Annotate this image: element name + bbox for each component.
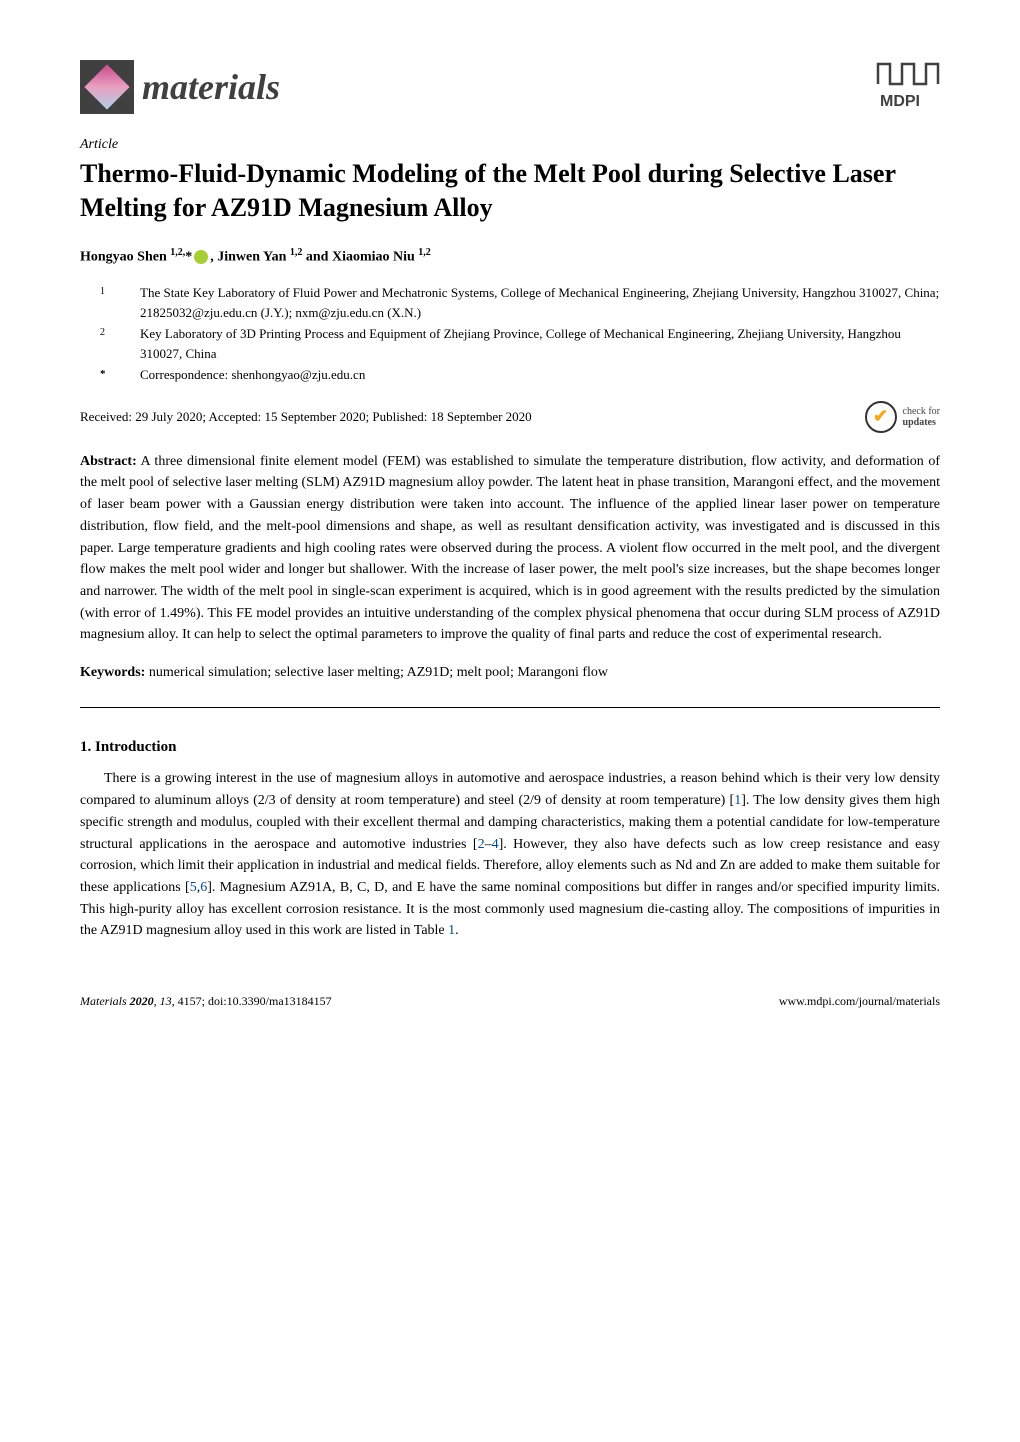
- affiliation-number: 2: [100, 327, 105, 338]
- authors-line: Hongyao Shen 1,2,*, Jinwen Yan 1,2 and X…: [80, 245, 940, 268]
- section-heading-introduction: 1. Introduction: [80, 736, 940, 759]
- affiliations-block: 1 The State Key Laboratory of Fluid Powe…: [80, 283, 940, 385]
- para-text: .: [455, 923, 459, 938]
- correspondence-text: Correspondence: shenhongyao@zju.edu.cn: [140, 365, 940, 385]
- abstract-text: A three dimensional finite element model…: [80, 454, 940, 643]
- affiliation-text: Key Laboratory of 3D Printing Process an…: [140, 324, 940, 363]
- footer-citation: Materials 2020, 13, 4157; doi:10.3390/ma…: [80, 992, 332, 1010]
- journal-logo: materials: [80, 60, 280, 114]
- citation-link[interactable]: 5: [190, 880, 197, 895]
- page-footer: Materials 2020, 13, 4157; doi:10.3390/ma…: [80, 992, 940, 1010]
- author-1-name: Hongyao Shen: [80, 249, 170, 264]
- author-2-name: Jinwen Yan: [217, 249, 290, 264]
- affiliation-number: 1: [100, 286, 105, 297]
- check-updates-checkmark-icon: [865, 401, 897, 433]
- check-for-updates-badge[interactable]: check for updates: [865, 401, 940, 433]
- article-title: Thermo-Fluid-Dynamic Modeling of the Mel…: [80, 157, 940, 225]
- affiliation-row: 2 Key Laboratory of 3D Printing Process …: [100, 324, 940, 363]
- affiliation-text: The State Key Laboratory of Fluid Power …: [140, 283, 940, 322]
- author-2-affil-sup: 1,2: [290, 247, 303, 258]
- article-type: Article: [80, 134, 940, 155]
- author-1-corresponding-star: *: [185, 249, 192, 264]
- check-updates-text: check for updates: [903, 406, 940, 428]
- journal-logo-mark: [80, 60, 134, 114]
- citation-link[interactable]: 2: [478, 837, 485, 852]
- footer-article-doi: , 4157; doi:10.3390/ma13184157: [172, 994, 332, 1008]
- abstract-block: Abstract: A three dimensional finite ele…: [80, 451, 940, 646]
- section-divider: [80, 707, 940, 708]
- journal-logo-diamond-icon: [84, 64, 129, 109]
- orcid-icon[interactable]: [194, 250, 208, 264]
- affiliation-row: * Correspondence: shenhongyao@zju.edu.cn: [100, 365, 940, 385]
- author-1-affil-sup: 1,2,: [170, 247, 185, 258]
- keywords-text: numerical simulation; selective laser me…: [145, 665, 608, 680]
- journal-name: materials: [142, 60, 280, 114]
- introduction-paragraph: There is a growing interest in the use o…: [80, 768, 940, 942]
- svg-text:MDPI: MDPI: [880, 93, 920, 110]
- footer-journal-url[interactable]: www.mdpi.com/journal/materials: [779, 992, 940, 1010]
- publication-dates: Received: 29 July 2020; Accepted: 15 Sep…: [80, 407, 532, 427]
- affiliation-row: 1 The State Key Laboratory of Fluid Powe…: [100, 283, 940, 322]
- footer-journal: Materials: [80, 994, 130, 1008]
- author-3-affil-sup: 1,2: [418, 247, 431, 258]
- check-updates-line1: check for: [903, 406, 940, 417]
- footer-year: 2020: [130, 994, 154, 1008]
- keywords-block: Keywords: numerical simulation; selectiv…: [80, 662, 940, 683]
- publisher-logo: MDPI: [876, 62, 940, 112]
- header-row: materials MDPI: [80, 60, 940, 114]
- author-3-name: Xiaomiao Niu: [332, 249, 418, 264]
- range-dash: –: [485, 837, 492, 852]
- dates-row: Received: 29 July 2020; Accepted: 15 Sep…: [80, 401, 940, 433]
- check-updates-line2: updates: [903, 417, 940, 428]
- author-sep-2: and: [302, 249, 332, 264]
- correspondence-marker: *: [100, 368, 106, 380]
- para-text: ]. Magnesium AZ91A, B, C, D, and E have …: [80, 880, 940, 938]
- keywords-label: Keywords:: [80, 665, 145, 680]
- mdpi-logo-icon: MDPI: [876, 62, 940, 112]
- footer-volume: , 13: [154, 994, 172, 1008]
- citation-link[interactable]: 4: [492, 837, 499, 852]
- abstract-label: Abstract:: [80, 454, 137, 469]
